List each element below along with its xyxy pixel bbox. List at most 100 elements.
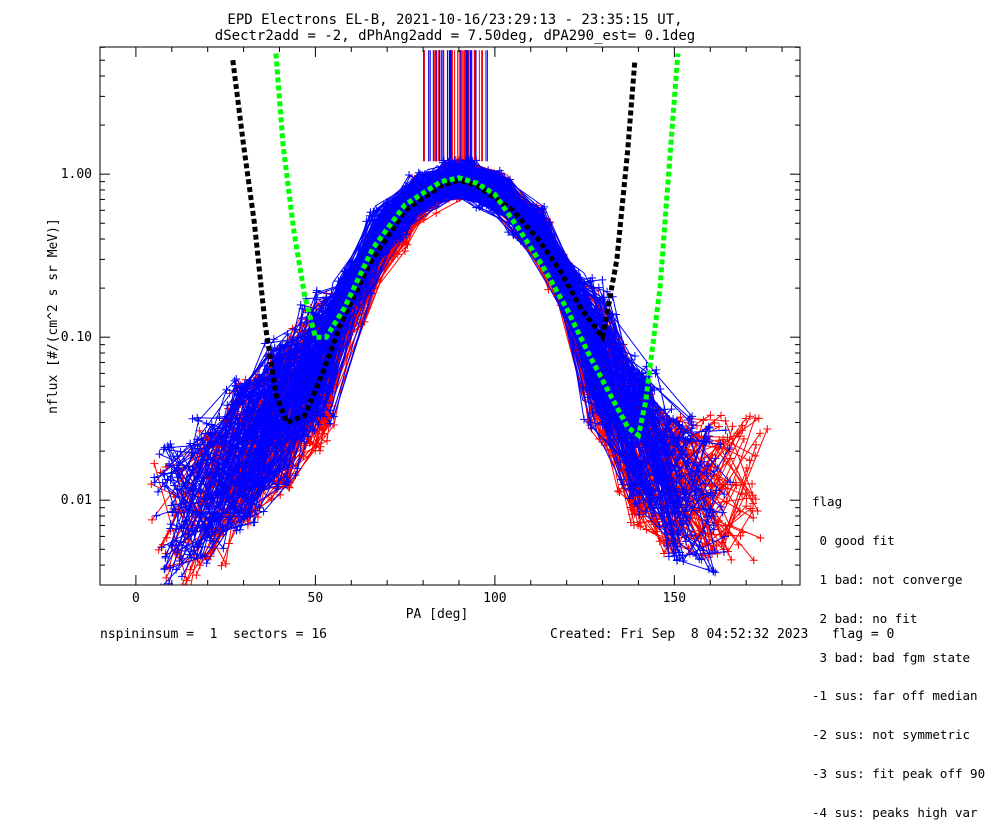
data-point-marker	[646, 419, 655, 428]
data-point-marker	[305, 438, 314, 447]
data-point-marker	[516, 196, 525, 205]
data-point-marker	[630, 352, 639, 361]
data-point-marker	[587, 424, 596, 433]
data-point-marker	[665, 415, 674, 424]
data-point-marker	[173, 548, 182, 557]
data-point-marker	[752, 440, 761, 449]
data-point-marker	[687, 530, 696, 539]
data-point-marker	[162, 573, 171, 582]
chart-title: EPD Electrons EL-B, 2021-10-16/23:29:13 …	[227, 12, 682, 28]
data-point-marker	[222, 385, 231, 394]
data-point-marker	[312, 295, 321, 304]
data-point-marker	[310, 426, 319, 435]
data-point-marker	[450, 169, 459, 178]
data-point-marker	[280, 461, 289, 470]
data-point-marker	[728, 422, 737, 431]
data-point-marker	[416, 170, 425, 179]
data-point-marker	[202, 529, 211, 538]
data-point-marker	[694, 484, 703, 493]
data-point-marker	[697, 555, 706, 564]
data-point-marker	[605, 431, 614, 440]
data-point-marker	[671, 439, 680, 448]
data-point-marker	[162, 533, 171, 542]
data-point-marker	[571, 285, 580, 294]
data-point-marker	[329, 421, 338, 430]
data-point-marker	[231, 382, 240, 391]
data-point-marker	[221, 559, 230, 568]
data-point-marker	[652, 365, 661, 374]
series-trace	[177, 175, 674, 554]
data-point-marker	[592, 389, 601, 398]
data-point-marker	[661, 464, 670, 473]
data-point-marker	[237, 462, 246, 471]
data-point-marker	[717, 502, 726, 511]
data-point-marker	[290, 444, 299, 453]
data-point-marker	[709, 567, 718, 576]
data-point-marker	[478, 201, 487, 210]
data-point-marker	[273, 484, 282, 493]
data-point-marker	[648, 511, 657, 520]
data-point-marker	[712, 486, 721, 495]
data-point-marker	[630, 499, 639, 508]
data-point-marker	[702, 469, 711, 478]
data-point-marker	[749, 499, 758, 508]
y-axis-label: nflux [#/(cm^2 s sr MeV)]	[46, 218, 61, 414]
data-point-marker	[215, 412, 224, 421]
data-point-marker	[208, 429, 217, 438]
data-point-marker	[251, 506, 260, 515]
data-point-marker	[705, 424, 714, 433]
series-trace	[182, 177, 638, 526]
data-point-marker	[703, 461, 712, 470]
data-point-marker	[720, 490, 729, 499]
data-point-marker	[721, 416, 730, 425]
data-point-marker	[715, 422, 724, 431]
data-point-marker	[535, 210, 544, 219]
data-point-marker	[400, 246, 409, 255]
data-point-marker	[161, 553, 170, 562]
data-point-marker	[168, 508, 177, 517]
data-point-marker	[403, 224, 412, 233]
data-point-marker	[219, 544, 228, 553]
y-tick-label: 0.01	[61, 493, 92, 508]
data-point-marker	[749, 556, 758, 565]
data-point-marker	[662, 541, 671, 550]
data-point-marker	[279, 443, 288, 452]
data-point-marker	[460, 161, 469, 170]
data-point-marker	[300, 437, 309, 446]
data-point-marker	[403, 182, 412, 191]
data-point-marker	[172, 565, 181, 574]
data-point-marker	[181, 582, 183, 585]
y-tick-label: 1.00	[61, 167, 92, 182]
data-point-marker	[681, 537, 690, 546]
data-point-marker	[326, 419, 335, 428]
data-point-marker	[609, 375, 618, 384]
data-point-marker	[276, 341, 285, 350]
data-point-marker	[721, 426, 730, 435]
data-point-marker	[670, 551, 679, 560]
data-point-marker	[177, 572, 186, 581]
data-point-marker	[540, 202, 549, 211]
data-point-marker	[194, 539, 203, 548]
data-point-marker	[150, 478, 159, 487]
data-point-marker	[716, 411, 725, 420]
data-point-marker	[591, 345, 600, 354]
data-point-marker	[676, 413, 685, 422]
data-point-marker	[710, 547, 719, 556]
data-point-marker	[389, 233, 398, 242]
data-point-marker	[321, 398, 330, 407]
data-point-marker	[633, 456, 642, 465]
data-point-marker	[255, 503, 264, 512]
data-point-marker	[681, 450, 690, 459]
data-point-marker	[188, 414, 197, 423]
fit-curve	[273, 53, 681, 440]
data-point-marker	[709, 466, 718, 475]
data-point-marker	[187, 448, 196, 457]
data-point-marker	[269, 335, 278, 344]
data-point-marker	[245, 406, 254, 415]
data-point-marker	[163, 442, 172, 451]
data-point-marker	[586, 421, 595, 430]
pitch-angle-plot: EPD Electrons EL-B, 2021-10-16/23:29:13 …	[46, 12, 801, 622]
data-point-marker	[225, 494, 234, 503]
data-point-marker	[700, 457, 709, 466]
data-point-marker	[737, 490, 746, 499]
